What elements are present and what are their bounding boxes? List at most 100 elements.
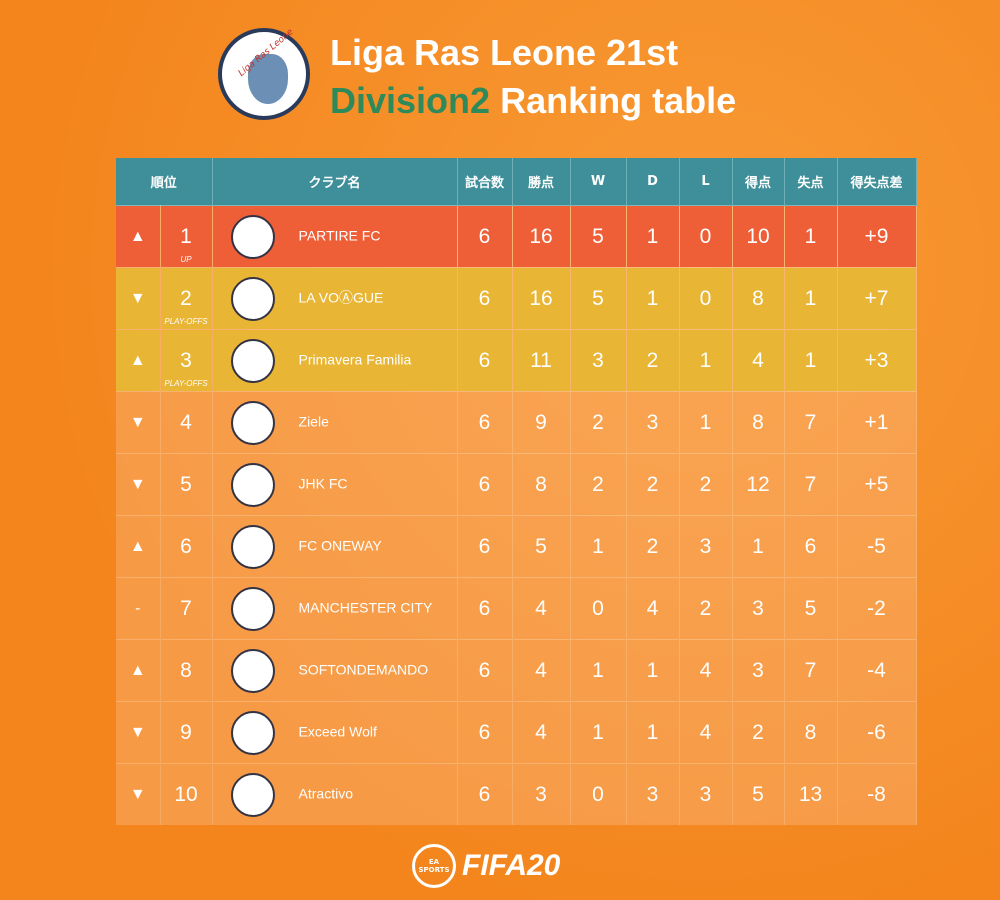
column-header: D	[626, 158, 680, 206]
stat: 0	[679, 205, 733, 268]
trend: ▲	[116, 205, 161, 268]
stat: -8	[837, 763, 917, 825]
stat: 5	[784, 577, 838, 640]
table-row: ▼ 5 JHK FC 6 8 2 2 2 12 7 +5	[116, 453, 917, 516]
stat: 6	[457, 763, 513, 825]
stat: 2	[570, 391, 627, 454]
stat: 0	[570, 577, 627, 640]
club-badge	[230, 772, 275, 817]
club-cell: PARTIRE FC	[212, 205, 458, 268]
club-badge	[230, 524, 275, 569]
stat: 1	[626, 639, 680, 702]
column-header: W	[570, 158, 627, 206]
stat: 2	[626, 453, 680, 516]
stat: 0	[679, 267, 733, 330]
club-name: Atractivo	[298, 785, 353, 802]
stat: -4	[837, 639, 917, 702]
stat: 2	[679, 577, 733, 640]
ranking-table: 順位 クラブ名 試合数 勝点 W D L 得点 失点 得失点差 ▲ 1 UP PARTIRE FC 6 16 5…	[116, 158, 917, 825]
stat: 3	[570, 329, 627, 392]
stat: 4	[626, 577, 680, 640]
stat: 3	[679, 515, 733, 578]
trend: ▼	[116, 453, 161, 516]
stat: 1	[570, 701, 627, 764]
table-row: ▼ 2 PLAY-OFFS LA VOⒶGUE 6 16 5 1 0 8 1 +7	[116, 267, 917, 330]
rank: 4	[180, 410, 192, 434]
league-logo: Liga Ras Leone	[218, 27, 310, 120]
rank: 6	[180, 534, 192, 558]
lion-icon	[248, 54, 288, 104]
footer: EA SPORTS FIFA20	[412, 842, 560, 890]
stat: 3	[679, 763, 733, 825]
trend: ▼	[116, 267, 161, 330]
column-header: L	[679, 158, 733, 206]
stat: 13	[784, 763, 838, 825]
club-name: FC ONEWAY	[298, 537, 382, 554]
stat: 2	[732, 701, 785, 764]
rank: 8	[180, 658, 192, 682]
stat: 5	[570, 205, 627, 268]
stat: 1	[570, 515, 627, 578]
club-badge	[230, 648, 275, 693]
column-header: 順位	[116, 158, 213, 206]
rank-cell: 2 PLAY-OFFS	[160, 267, 213, 330]
club-badge	[230, 586, 275, 631]
rank: 3	[180, 348, 192, 372]
stat: 2	[626, 515, 680, 578]
trend: -	[116, 577, 161, 640]
stat: 1	[784, 267, 838, 330]
title-line2: Division2 Ranking table	[330, 80, 736, 122]
stat: 0	[570, 763, 627, 825]
trend: ▼	[116, 391, 161, 454]
stat: 16	[512, 205, 571, 268]
rank: 7	[180, 596, 192, 620]
club-cell: Atractivo	[212, 763, 458, 825]
stat: 1	[784, 205, 838, 268]
stat: 3	[626, 763, 680, 825]
rank-note: UP	[180, 255, 192, 264]
stat: 4	[732, 329, 785, 392]
club-badge	[230, 400, 275, 445]
stat: 4	[512, 577, 571, 640]
stat: 4	[679, 639, 733, 702]
stat: 16	[512, 267, 571, 330]
column-header: 失点	[784, 158, 838, 206]
stat: 1	[732, 515, 785, 578]
stat: 1	[626, 701, 680, 764]
rank-cell: 8	[160, 639, 213, 702]
column-header: クラブ名	[212, 158, 458, 206]
stat: +7	[837, 267, 917, 330]
rank-cell: 10	[160, 763, 213, 825]
rank-cell: 1 UP	[160, 205, 213, 268]
title-line1: Liga Ras Leone 21st	[330, 32, 679, 73]
rank-cell: 9	[160, 701, 213, 764]
ea-logo: EA SPORTS	[412, 844, 456, 888]
stat: 1	[679, 391, 733, 454]
column-header: 得点	[732, 158, 785, 206]
club-name: LA VOⒶGUE	[298, 289, 384, 306]
club-badge	[230, 462, 275, 507]
table-row: ▲ 3 PLAY-OFFS Primavera Familia 6 11 3 2 1 4 1 +3	[116, 329, 917, 392]
stat: 7	[784, 453, 838, 516]
club-cell: LA VOⒶGUE	[212, 267, 458, 330]
rank-cell: 7	[160, 577, 213, 640]
club-name: Ziele	[298, 413, 329, 430]
club-cell: JHK FC	[212, 453, 458, 516]
stat: 1	[570, 639, 627, 702]
stat: 1	[784, 329, 838, 392]
stat: 1	[679, 329, 733, 392]
stat: 8	[732, 391, 785, 454]
table-row: -7 MANCHESTER CITY 6 4 0 4 2 3 5 -2	[116, 577, 917, 640]
trend: ▲	[116, 515, 161, 578]
stat: 8	[784, 701, 838, 764]
stat: 4	[512, 639, 571, 702]
table-row: ▲ 8 SOFTONDEMANDO 6 4 1 1 4 3 7 -4	[116, 639, 917, 702]
club-cell: Exceed Wolf	[212, 701, 458, 764]
club-cell: Primavera Familia	[212, 329, 458, 392]
stat: 6	[457, 701, 513, 764]
stat: 4	[512, 701, 571, 764]
stat: 3	[626, 391, 680, 454]
club-cell: MANCHESTER CITY	[212, 577, 458, 640]
stat: 7	[784, 391, 838, 454]
stat: 7	[784, 639, 838, 702]
